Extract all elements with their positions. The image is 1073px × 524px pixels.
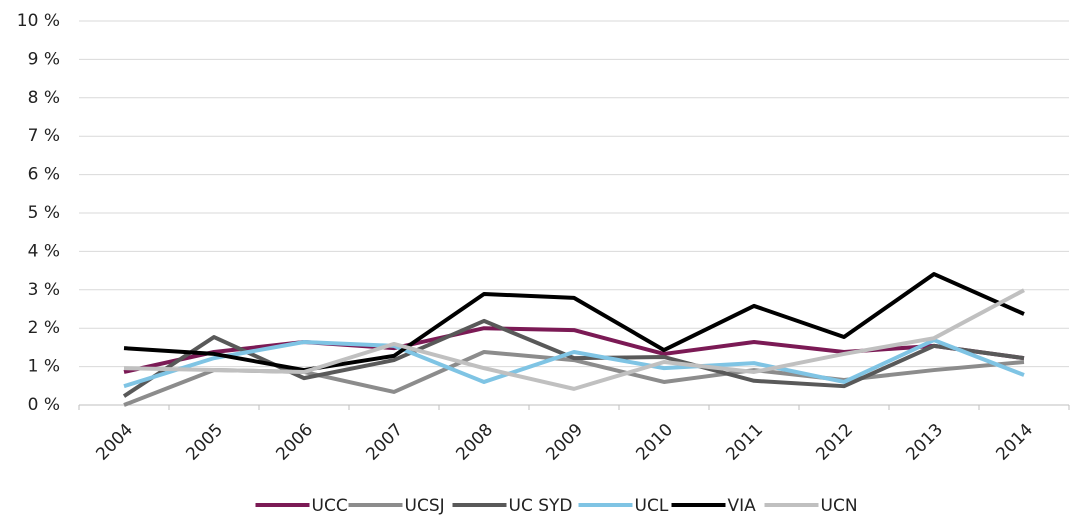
x-tick-label: 2006 [272,420,317,465]
legend-label: VIA [728,496,757,516]
x-tick-label: 2009 [542,420,587,465]
x-tick-label: 2012 [812,420,857,465]
y-tick-label: 8 % [28,88,60,108]
y-tick-label: 1 % [28,357,60,377]
y-tick-label: 3 % [28,280,60,300]
x-tick-label: 2014 [992,420,1037,465]
series-line [123,272,1025,373]
y-tick-label: 10 % [17,11,60,31]
y-tick-label: 0 % [28,395,60,415]
x-tick-label: 2005 [182,420,227,465]
series-line [123,338,1025,389]
x-tick-label: 2007 [362,420,407,465]
x-tick-label: 2010 [632,420,677,465]
y-tick-label: 6 % [28,165,60,185]
y-tick-label: 9 % [28,49,60,69]
series-line [122,318,1025,398]
x-tick-label: 2004 [92,420,137,465]
x-tick-label: 2008 [452,420,497,465]
legend-label: UC SYD [509,496,573,516]
legend-label: UCN [821,496,858,516]
y-tick-label: 4 % [28,241,60,261]
legend-label: UCL [635,496,669,516]
x-tick-label: 2011 [722,420,767,465]
y-tick-label: 7 % [28,126,60,146]
legend-label: UCSJ [405,496,445,516]
x-tick-label: 2013 [902,420,947,465]
y-tick-label: 5 % [28,203,60,223]
y-tick-label: 2 % [28,318,60,338]
legend-label: UCC [312,496,348,516]
series-line [123,288,1025,391]
